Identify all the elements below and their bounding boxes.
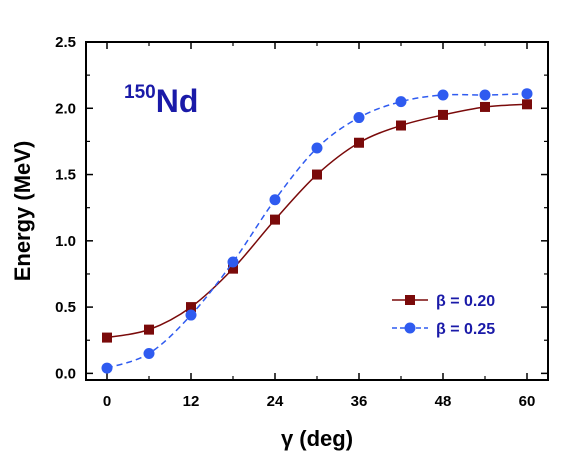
data-point-circle xyxy=(437,89,449,101)
data-point-square xyxy=(396,120,406,131)
element-symbol: Nd xyxy=(156,83,199,119)
data-point-square xyxy=(480,101,490,112)
mass-number: 150 xyxy=(124,82,156,103)
data-point-circle xyxy=(101,362,113,374)
legend-label-beta-025: β = 0.25 xyxy=(436,321,495,338)
x-tick-label: 24 xyxy=(267,393,284,410)
data-point-circle xyxy=(227,256,239,268)
data-point-circle xyxy=(185,309,197,321)
data-point-square xyxy=(186,302,196,313)
series-layer xyxy=(101,88,533,374)
data-point-circle xyxy=(143,347,155,359)
legend-item-beta-025: β = 0.25 xyxy=(392,321,495,338)
plot-frame xyxy=(85,41,549,381)
data-point-circle xyxy=(479,89,491,101)
y-tick-label: 0.5 xyxy=(55,299,76,316)
x-tick-label: 12 xyxy=(183,393,200,410)
legend: β = 0.20 β = 0.25 xyxy=(392,293,495,338)
data-point-square xyxy=(228,263,238,274)
legend-marker-circle xyxy=(404,322,416,334)
data-point-square xyxy=(102,332,112,343)
y-tick-label: 1.0 xyxy=(55,233,76,250)
nucleus-annotation: 150Nd xyxy=(124,82,198,119)
y-tick-label: 2.0 xyxy=(55,100,76,117)
x-tick-label: 36 xyxy=(351,393,368,410)
x-tick-label: 60 xyxy=(519,393,536,410)
data-point-circle xyxy=(353,112,365,124)
data-point-square xyxy=(144,324,154,335)
legend-label-beta-020: β = 0.20 xyxy=(436,293,495,310)
x-tick-label: 48 xyxy=(435,393,452,410)
data-point-square xyxy=(270,214,280,225)
data-point-square xyxy=(438,109,448,120)
data-point-circle xyxy=(269,194,281,206)
data-point-square xyxy=(312,169,322,180)
data-point-circle xyxy=(395,96,407,108)
x-axis-title: γ (deg) xyxy=(281,426,353,451)
data-point-square xyxy=(522,99,532,110)
legend-item-beta-020: β = 0.20 xyxy=(392,293,495,310)
x-tick-label: 0 xyxy=(103,393,111,410)
legend-marker-square xyxy=(405,295,415,305)
series-line-1 xyxy=(106,92,528,369)
y-tick-label: 1.5 xyxy=(55,167,76,184)
data-point-circle xyxy=(521,88,533,100)
y-tick-label: 0.0 xyxy=(55,365,76,382)
y-axis-title: Energy (MeV) xyxy=(10,141,35,282)
y-tick-label: 2.5 xyxy=(55,34,76,51)
data-point-circle xyxy=(311,142,323,154)
data-point-square xyxy=(354,137,364,148)
